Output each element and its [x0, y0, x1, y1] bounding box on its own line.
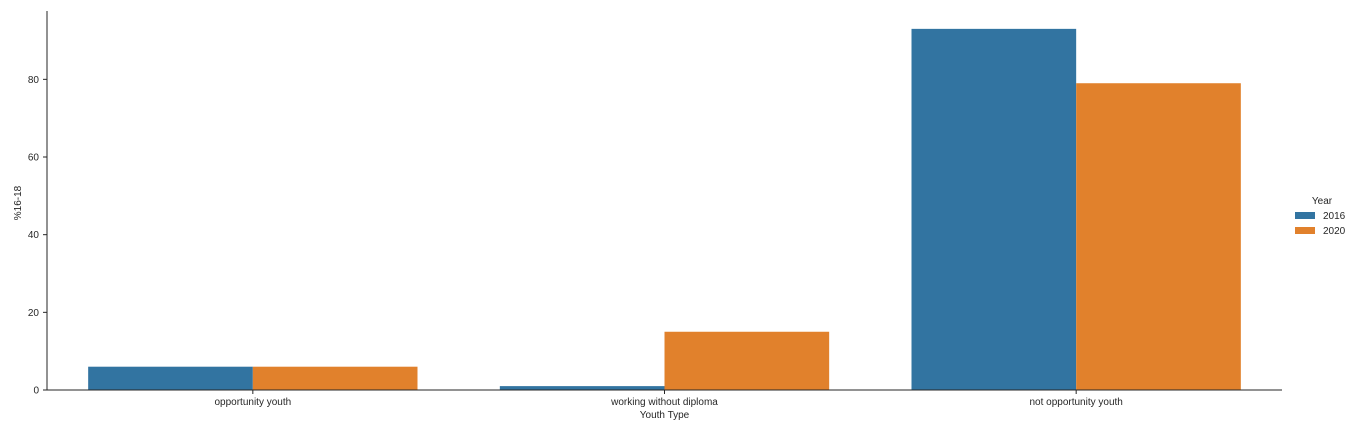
bars-group — [88, 28, 1241, 391]
x-tick-label: not opportunity youth — [1029, 397, 1122, 408]
legend-label-2016: 2016 — [1323, 211, 1346, 222]
y-ticks-group: 0 20 40 60 80 — [28, 75, 47, 397]
x-ticks-group: opportunity youth working without diploma… — [214, 390, 1123, 408]
legend-swatch-2020 — [1295, 227, 1315, 234]
y-tick-label: 80 — [28, 75, 40, 86]
y-tick-label: 40 — [28, 230, 40, 241]
y-tick-label: 0 — [33, 386, 39, 397]
y-tick-label: 20 — [28, 308, 40, 319]
bar-2020-2 — [1076, 83, 1241, 390]
bar-2016-2 — [911, 28, 1077, 391]
bar-2016-0 — [88, 366, 253, 390]
legend-label-2020: 2020 — [1323, 226, 1346, 237]
legend: Year 2016 2020 — [1295, 196, 1346, 237]
y-axis-label: %16-18 — [13, 185, 24, 220]
x-tick-label: working without diploma — [610, 397, 718, 408]
x-axis-label: Youth Type — [640, 410, 690, 421]
y-tick-label: 60 — [28, 153, 40, 164]
legend-swatch-2016 — [1295, 212, 1315, 219]
legend-title: Year — [1312, 196, 1333, 207]
bar-2020-0 — [252, 366, 418, 390]
x-tick-label: opportunity youth — [214, 397, 291, 408]
bar-2020-1 — [664, 331, 830, 390]
bar-2016-1 — [499, 386, 665, 390]
